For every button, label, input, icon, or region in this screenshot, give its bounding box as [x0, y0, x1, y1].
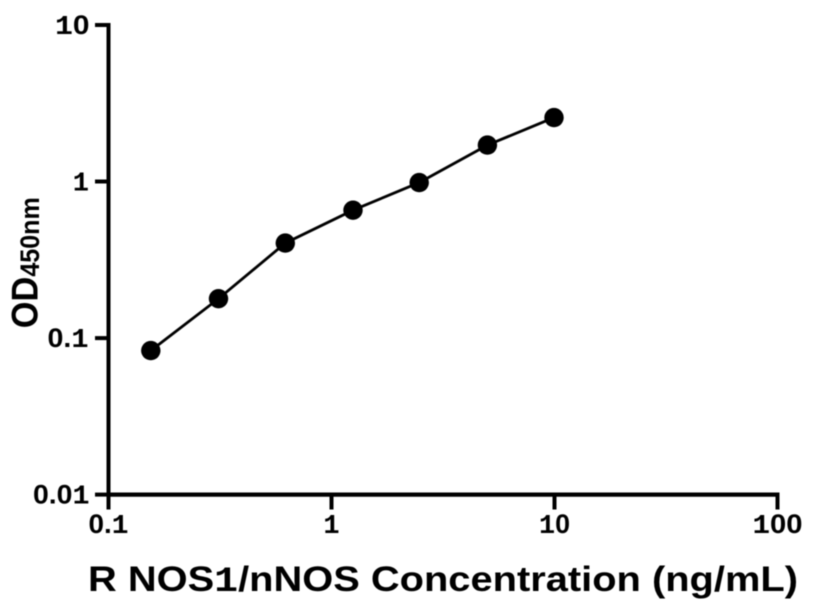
svg-text:1: 1 — [73, 170, 89, 200]
svg-text:0.1: 0.1 — [48, 323, 89, 356]
svg-text:10: 10 — [55, 10, 90, 43]
svg-text:0.01: 0.01 — [33, 480, 90, 513]
svg-text:1: 1 — [323, 512, 339, 542]
svg-text:0.1: 0.1 — [89, 509, 129, 542]
svg-text:100: 100 — [753, 509, 803, 542]
svg-text:10: 10 — [539, 509, 570, 542]
